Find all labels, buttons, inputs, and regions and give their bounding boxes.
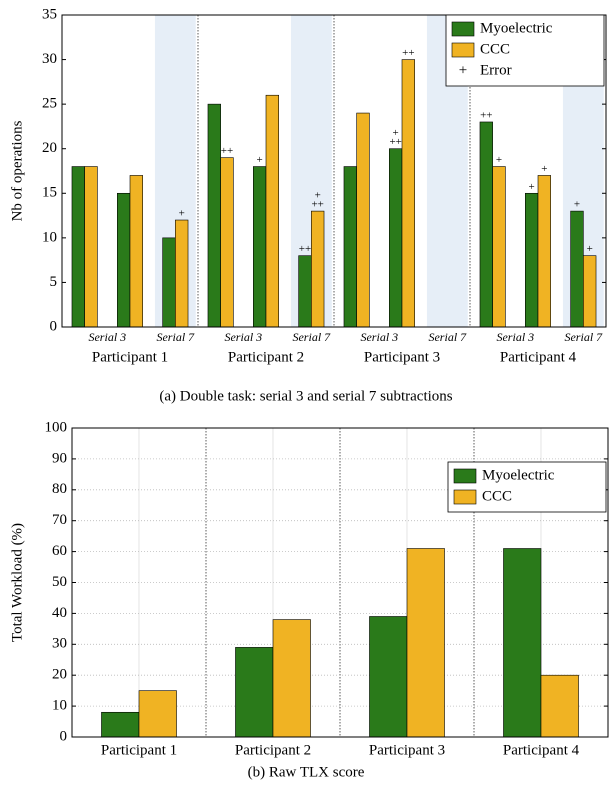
y-tick-label: 50	[52, 574, 67, 590]
bar	[207, 103, 221, 328]
y-tick-label: 0	[50, 318, 58, 334]
group-label: Participant 1	[92, 349, 168, 365]
legend-label: CCC	[482, 488, 512, 504]
y-tick-label: 25	[42, 96, 57, 112]
bar	[162, 237, 176, 328]
y-tick-label: 30	[52, 636, 67, 652]
bar	[138, 690, 177, 738]
x-sub-label: Serial 7	[564, 330, 603, 344]
bar	[525, 192, 539, 328]
legend-swatch	[451, 42, 475, 58]
error-marker: ++	[311, 199, 323, 211]
x-sub-label: Serial 3	[360, 330, 398, 344]
y-tick-label: 70	[52, 512, 67, 528]
bar	[369, 616, 408, 738]
bar	[298, 255, 312, 328]
error-marker: ++	[221, 145, 233, 157]
legend-label: Myoelectric	[482, 467, 555, 483]
x-sub-label: Serial 7	[292, 330, 331, 344]
bar	[356, 112, 370, 328]
y-tick-label: 80	[52, 481, 67, 497]
error-marker: +	[529, 181, 535, 193]
error-marker: +	[393, 127, 399, 139]
bar	[479, 121, 493, 328]
caption: (b) Raw TLX score	[248, 764, 365, 780]
caption: (a) Double task: serial 3 and serial 7 s…	[159, 388, 452, 404]
bar	[389, 148, 403, 328]
legend-label: Error	[480, 62, 512, 78]
bar	[570, 210, 584, 328]
bar	[583, 255, 597, 328]
x-tick-label: Participant 4	[503, 742, 580, 758]
x-tick-label: Participant 2	[235, 742, 311, 758]
plot-frame	[71, 427, 609, 738]
x-sub-label: Serial 3	[496, 330, 534, 344]
bar	[71, 166, 85, 328]
bar	[272, 619, 311, 738]
bar	[175, 219, 189, 328]
bar	[537, 175, 551, 328]
x-sub-label: Serial 3	[224, 330, 262, 344]
x-sub-label: Serial 7	[428, 330, 467, 344]
error-marker: ++	[389, 136, 401, 148]
plot-frame	[61, 14, 607, 328]
error-marker: ++	[480, 110, 492, 122]
y-tick-label: 0	[60, 728, 68, 744]
bar	[343, 166, 357, 328]
x-tick-label: Participant 3	[369, 742, 445, 758]
bar	[503, 548, 542, 738]
y-tick-label: 40	[52, 605, 67, 621]
legend-marker: +	[459, 62, 467, 78]
bar	[265, 94, 279, 328]
bar	[235, 647, 274, 738]
x-tick-label: Participant 1	[101, 742, 177, 758]
bar	[406, 548, 445, 738]
y-tick-label: 20	[52, 667, 67, 683]
bar	[401, 59, 415, 328]
error-marker: +	[587, 243, 593, 255]
bar	[117, 192, 131, 328]
y-tick-label: 90	[52, 450, 67, 466]
bar	[492, 166, 506, 328]
x-sub-label: Serial 7	[156, 330, 195, 344]
bar	[540, 674, 579, 738]
bar	[220, 157, 234, 328]
legend-swatch	[453, 468, 477, 484]
bar	[101, 711, 140, 738]
x-sub-label: Serial 3	[88, 330, 126, 344]
legend-swatch	[451, 21, 475, 37]
bar	[129, 175, 143, 328]
y-tick-label: 10	[42, 229, 57, 245]
bar	[253, 166, 267, 328]
error-marker: +	[496, 154, 502, 166]
y-tick-label: 5	[50, 274, 58, 290]
error-marker: +	[574, 199, 580, 211]
error-marker: +	[179, 208, 185, 220]
legend-swatch	[453, 489, 477, 505]
group-label: Participant 3	[364, 349, 440, 365]
bar	[84, 166, 98, 328]
group-label: Participant 2	[228, 349, 304, 365]
legend-label: CCC	[480, 41, 510, 57]
group-label: Participant 4	[500, 349, 577, 365]
bar	[311, 210, 325, 328]
y-tick-label: 20	[42, 140, 57, 156]
y-tick-label: 100	[45, 419, 68, 435]
legend-label: Myoelectric	[480, 20, 553, 36]
error-marker: ++	[402, 47, 414, 59]
y-tick-label: 10	[52, 698, 67, 714]
error-marker: +	[541, 163, 547, 175]
error-marker: +	[315, 190, 321, 202]
y-tick-label: 15	[42, 185, 57, 201]
y-tick-label: 30	[42, 51, 57, 67]
y-tick-label: 35	[42, 6, 57, 22]
y-axis-label: Nb of operations	[9, 120, 25, 221]
error-marker: ++	[299, 243, 311, 255]
y-tick-label: 60	[52, 543, 67, 559]
error-marker: +	[257, 154, 263, 166]
y-axis-label: Total Workload (%)	[9, 523, 25, 642]
